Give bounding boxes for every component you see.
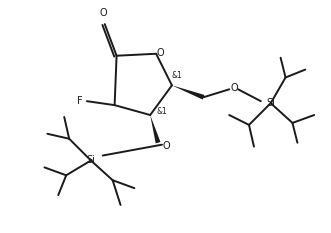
Text: O: O — [100, 8, 108, 18]
Text: O: O — [162, 141, 170, 151]
Text: O: O — [156, 48, 164, 58]
Text: O: O — [230, 83, 238, 93]
Text: F: F — [77, 96, 83, 106]
Text: Si: Si — [266, 98, 275, 108]
Polygon shape — [172, 85, 205, 99]
Text: &1: &1 — [171, 71, 182, 80]
Text: &1: &1 — [157, 106, 167, 116]
Text: Si: Si — [86, 155, 95, 165]
Polygon shape — [150, 115, 161, 143]
